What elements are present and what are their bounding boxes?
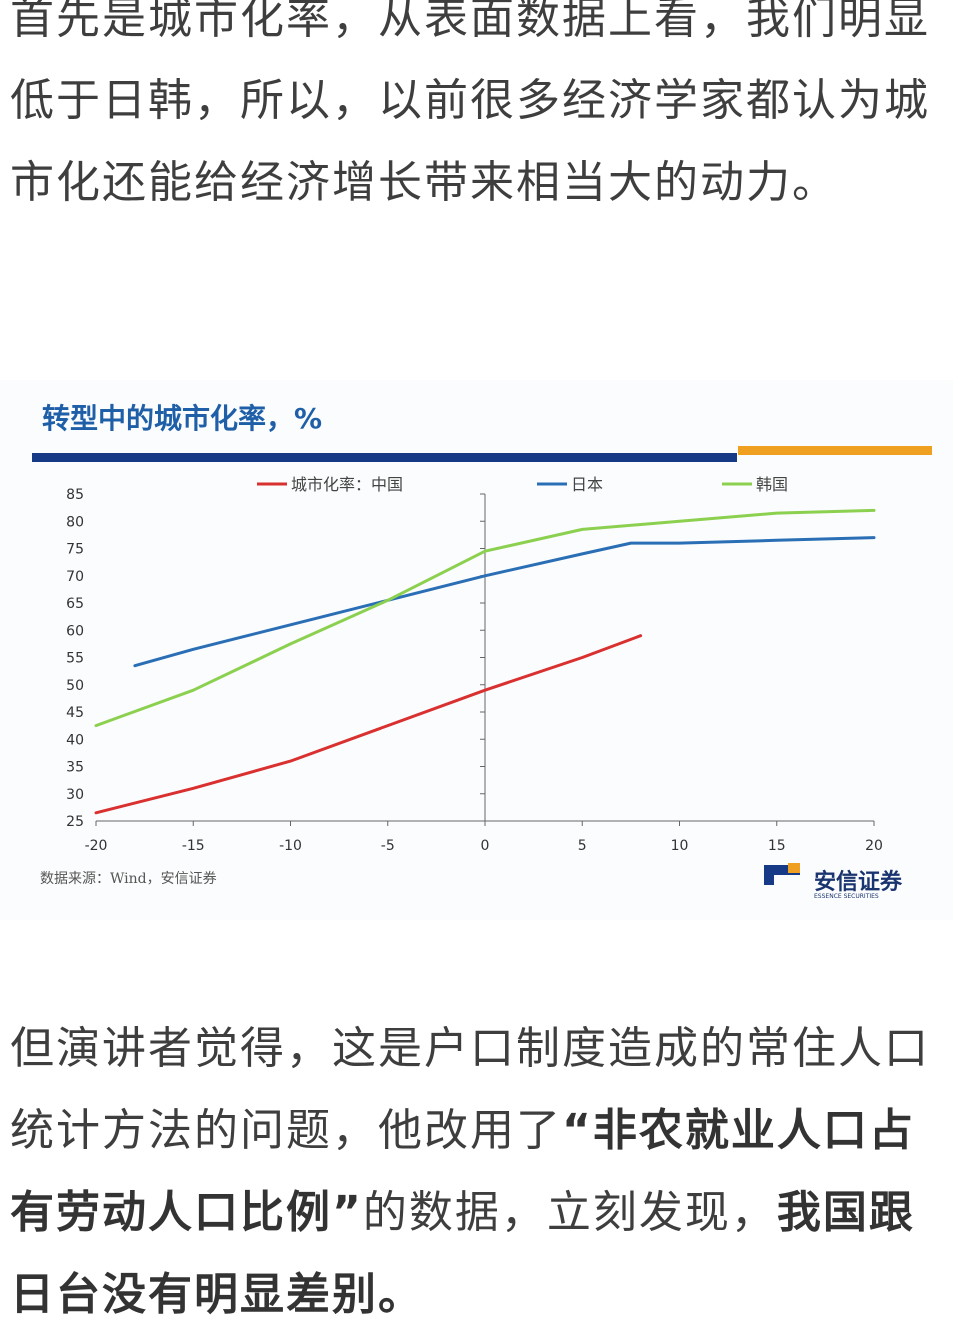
y-tick-label: 75 [66,542,84,558]
legend-label-1: 日本 [571,475,603,494]
series-line-0 [96,636,641,813]
series-line-1 [135,538,874,666]
brand-subtitle: ESSENCE SECURITIES [814,893,879,900]
x-tick-label: -10 [279,838,302,854]
legend-label-2: 韩国 [756,475,788,494]
y-tick-label: 35 [66,760,84,776]
x-tick-label: 10 [671,838,689,854]
x-tick-label: -20 [85,838,108,854]
y-tick-label: 25 [66,814,84,830]
x-tick-label: 20 [865,838,883,854]
y-tick-label: 45 [66,705,84,721]
article-paragraph-2: 但演讲者觉得，这是户口制度造成的常住人口统计方法的问题，他改用了“非农就业人口占… [10,1008,940,1336]
logo-mark-orange [788,863,800,873]
x-tick-label: 0 [481,838,490,854]
chart-canvas: 转型中的城市化率，%城市化率：中国日本韩国8580757065605550454… [0,380,953,920]
y-tick-label: 55 [66,651,84,667]
header-bar-navy [32,453,737,462]
x-tick-label: -15 [182,838,205,854]
y-tick-label: 30 [66,787,84,803]
y-tick-label: 80 [66,514,84,530]
x-tick-label: 5 [578,838,587,854]
header-bar-orange [738,446,932,455]
y-tick-label: 40 [66,732,84,748]
y-tick-label: 60 [66,623,84,639]
y-tick-label: 85 [66,487,84,503]
y-tick-label: 70 [66,569,84,585]
y-tick-label: 50 [66,678,84,694]
x-tick-label: 15 [768,838,786,854]
chart-title: 转型中的城市化率，% [42,402,322,435]
y-tick-label: 65 [66,596,84,612]
brand-name: 安信证券 [814,869,903,895]
x-tick-label: -5 [381,838,395,854]
legend-label-0: 城市化率：中国 [291,475,403,494]
source-note: 数据来源：Wind，安信证券 [40,871,217,887]
paragraph-text-2: 的数据，立刻发现， [363,1187,777,1238]
article-paragraph-1: 首先是城市化率，从表面数据上看，我们明显低于日韩，所以，以前很多经济学家都认为城… [10,0,940,224]
